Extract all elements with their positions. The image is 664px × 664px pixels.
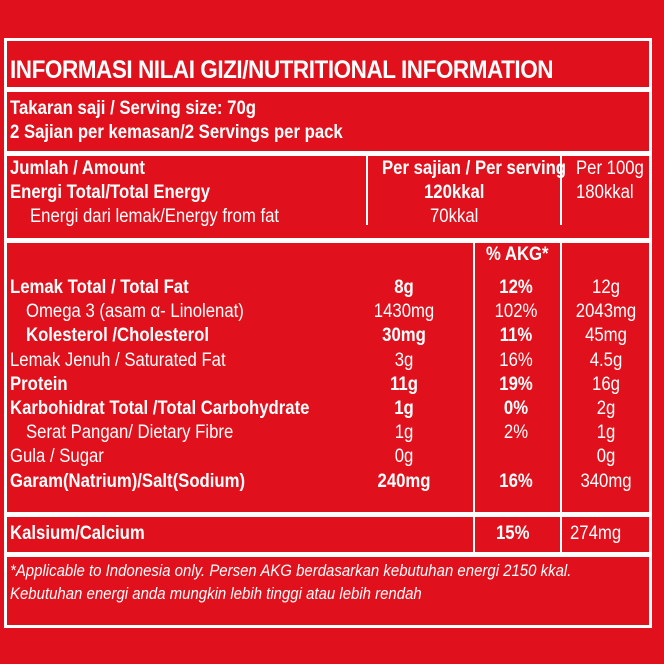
total-energy-100g: 180kkal [576,182,634,203]
energy-from-fat-label: Energi dari lemak/Energy from fat [30,206,280,227]
nutrient-label: Lemak Jenuh / Saturated Fat [10,350,226,371]
akg-header: % AKG* [486,244,549,265]
divider-nutrients [4,512,652,517]
nutrient-label: Protein [10,374,68,395]
panel-title: INFORMASI NILAI GIZI/NUTRITIONAL INFORMA… [10,56,554,84]
energy-from-fat-serving: 70kkal [430,206,479,227]
per-100g-header: Per 100g [576,158,644,179]
serving-size: Takaran saji / Serving size: 70g [10,98,256,119]
nutrient-label: Garam(Natrium)/Salt(Sodium) [10,471,246,492]
nutrient-label: Omega 3 (asam α- Linolenat) [26,301,244,322]
column-divider-per100 [560,241,562,554]
footnote-line1: *Applicable to Indonesia only. Persen AK… [10,561,572,580]
divider-title [4,87,652,92]
nutrient-label: Kolesterol /Cholesterol [26,325,210,346]
per-serving-header: Per sajian / Per serving [382,158,567,179]
nutrient-label: Gula / Sugar [10,446,104,467]
divider-energy [4,238,652,243]
total-energy-label: Energi Total/Total Energy [10,182,211,203]
calcium-akg: 15% [496,523,530,544]
calcium-per100: 274mg [570,523,622,544]
total-energy-serving: 120kkal [424,182,485,203]
column-divider-100g [560,155,562,225]
calcium-label: Kalsium/Calcium [10,523,145,544]
footnote-line2: Kebutuhan energi anda mungkin lebih ting… [10,584,422,603]
nutrient-label: Lemak Total / Total Fat [10,277,189,298]
column-divider-serving [366,155,368,225]
nutrition-panel [4,38,652,628]
nutrient-label: Serat Pangan/ Dietary Fibre [26,422,234,443]
column-divider-akg [473,241,475,554]
servings-per-pack: 2 Sajian per kemasan/2 Servings per pack [10,122,343,143]
divider-serving [4,151,652,156]
nutrient-label: Karbohidrat Total /Total Carbohydrate [10,398,310,419]
divider-calcium [4,552,652,557]
amount-header: Jumlah / Amount [10,158,146,179]
